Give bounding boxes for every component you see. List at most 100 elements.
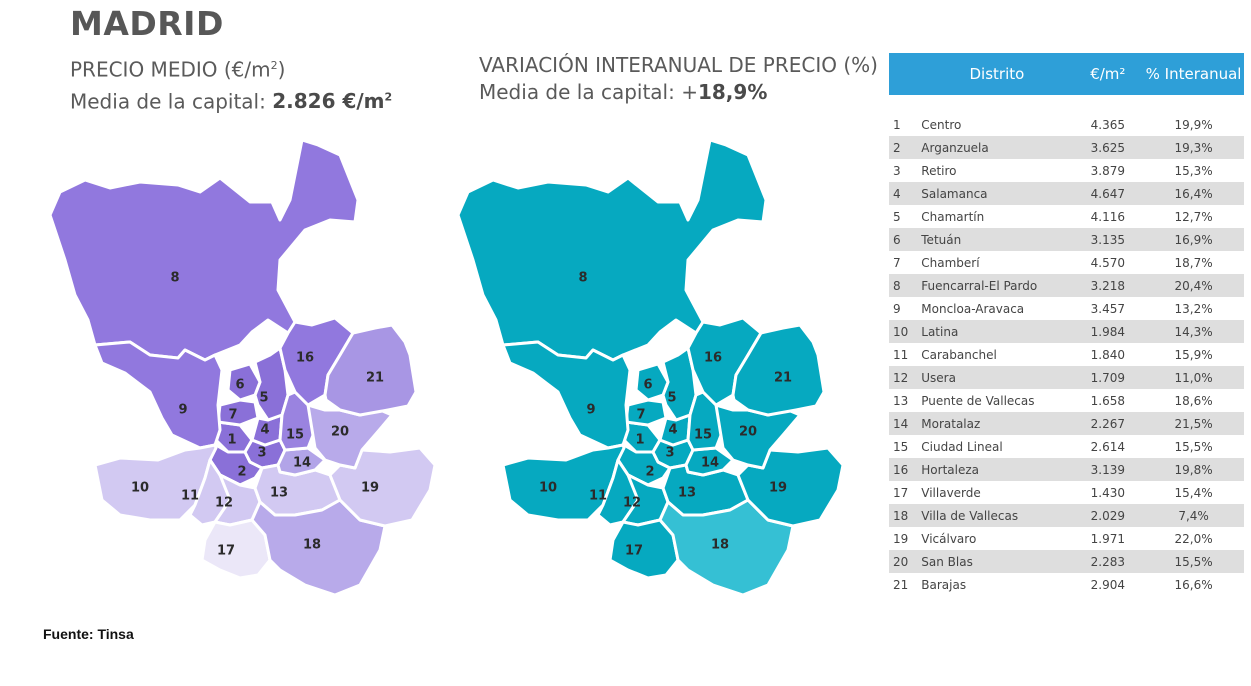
district-name: Centro xyxy=(921,113,1073,136)
district-price: 2.904 xyxy=(1072,573,1144,596)
table-row: 14 Moratalaz 2.267 21,5% xyxy=(889,412,1244,435)
district-name: Arganzuela xyxy=(921,136,1073,159)
district-number: 6 xyxy=(889,228,922,251)
price-map-header: PRECIO MEDIO (€/m2) Media de la capital:… xyxy=(70,52,392,115)
price-map-district-6 xyxy=(226,362,262,402)
district-name: Chamberí xyxy=(921,251,1073,274)
change-map-district-label-4: 4 xyxy=(668,423,677,438)
source-note: Fuente: Tinsa xyxy=(43,626,134,642)
change-map-district-7 xyxy=(624,398,668,427)
district-change: 16,4% xyxy=(1143,182,1244,205)
price-map-district-label-16: 16 xyxy=(296,351,314,366)
district-price: 1.658 xyxy=(1072,389,1144,412)
change-map-district-label-2: 2 xyxy=(645,465,654,480)
price-map-district-label-13: 13 xyxy=(270,486,288,501)
table-row: 2 Arganzuela 3.625 19,3% xyxy=(889,136,1244,159)
price-map-district-label-4: 4 xyxy=(260,423,269,438)
price-map-district-label-18: 18 xyxy=(303,538,321,553)
district-name: Barajas xyxy=(921,573,1073,596)
table-row: 13 Puente de Vallecas 1.658 18,6% xyxy=(889,389,1244,412)
district-number: 8 xyxy=(889,274,922,297)
district-price: 3.457 xyxy=(1072,297,1144,320)
table-row: 7 Chamberí 4.570 18,7% xyxy=(889,251,1244,274)
district-price: 1.984 xyxy=(1072,320,1144,343)
district-change: 19,8% xyxy=(1143,458,1244,481)
table-row: 17 Villaverde 1.430 15,4% xyxy=(889,481,1244,504)
price-map-district-label-10: 10 xyxy=(131,481,149,496)
change-map-district-label-9: 9 xyxy=(586,403,595,418)
table-row: 1 Centro 4.365 19,9% xyxy=(889,113,1244,136)
district-change: 14,3% xyxy=(1143,320,1244,343)
table-row: 6 Tetuán 3.135 16,9% xyxy=(889,228,1244,251)
change-map-district-21 xyxy=(731,323,826,417)
table-row: 8 Fuencarral-El Pardo 3.218 20,4% xyxy=(889,274,1244,297)
district-number: 16 xyxy=(889,458,922,481)
price-map-district-label-3: 3 xyxy=(257,446,266,461)
district-number: 13 xyxy=(889,389,922,412)
table-row: 9 Moncloa-Aravaca 3.457 13,2% xyxy=(889,297,1244,320)
district-name: Fuencarral-El Pardo xyxy=(921,274,1073,297)
change-map-district-label-20: 20 xyxy=(739,425,757,440)
district-number: 17 xyxy=(889,481,922,504)
district-price: 3.879 xyxy=(1072,159,1144,182)
table-row: 20 San Blas 2.283 15,5% xyxy=(889,550,1244,573)
district-price: 1.840 xyxy=(1072,343,1144,366)
price-map-title: PRECIO MEDIO (€/m2) xyxy=(70,57,286,82)
change-map-district-label-14: 14 xyxy=(701,456,719,471)
table-row: 21 Barajas 2.904 16,6% xyxy=(889,573,1244,596)
header-district: Distrito xyxy=(921,53,1073,95)
district-price: 1.709 xyxy=(1072,366,1144,389)
price-map-district-label-14: 14 xyxy=(293,456,311,471)
district-change: 11,0% xyxy=(1143,366,1244,389)
price-district-map: 1 2 3 4 5 6 7 8 9 10 11 12 13 14 15 16 17 18 19 20 21 xyxy=(40,130,440,604)
district-number: 4 xyxy=(889,182,922,205)
district-price: 2.283 xyxy=(1072,550,1144,573)
district-price: 2.267 xyxy=(1072,412,1144,435)
district-change: 12,7% xyxy=(1143,205,1244,228)
change-map-district-6 xyxy=(634,362,670,402)
district-number: 5 xyxy=(889,205,922,228)
table-row: 5 Chamartín 4.116 12,7% xyxy=(889,205,1244,228)
header-price: €/m² xyxy=(1072,53,1144,95)
district-price: 2.029 xyxy=(1072,504,1144,527)
table-row: 19 Vicálvaro 1.971 22,0% xyxy=(889,527,1244,550)
district-number: 18 xyxy=(889,504,922,527)
price-map-district-label-2: 2 xyxy=(237,465,246,480)
price-map-district-18 xyxy=(250,498,387,597)
price-map-district-label-7: 7 xyxy=(228,408,237,423)
district-change: 16,6% xyxy=(1143,573,1244,596)
district-name: Chamartín xyxy=(921,205,1073,228)
table-row: 10 Latina 1.984 14,3% xyxy=(889,320,1244,343)
district-table: Distrito €/m² % Interanual 1 Centro 4.365 1… xyxy=(889,53,1244,596)
district-number: 19 xyxy=(889,527,922,550)
district-price: 1.430 xyxy=(1072,481,1144,504)
price-map-district-label-11: 11 xyxy=(181,489,199,504)
change-map-district-17 xyxy=(608,518,680,580)
district-name: Villa de Vallecas xyxy=(921,504,1073,527)
price-map-district-label-1: 1 xyxy=(227,433,236,448)
change-map-district-label-8: 8 xyxy=(578,271,587,286)
price-map-average: Media de la capital: 2.826 €/m2 xyxy=(70,89,393,114)
price-map-district-label-19: 19 xyxy=(361,481,379,496)
price-map-district-14 xyxy=(276,446,327,477)
district-change: 21,5% xyxy=(1143,412,1244,435)
price-map-district-17 xyxy=(200,518,272,580)
district-price: 3.218 xyxy=(1072,274,1144,297)
district-name: Latina xyxy=(921,320,1073,343)
price-map-district-label-20: 20 xyxy=(331,425,349,440)
district-number: 15 xyxy=(889,435,922,458)
district-name: Villaverde xyxy=(921,481,1073,504)
district-change: 15,4% xyxy=(1143,481,1244,504)
district-name: Vicálvaro xyxy=(921,527,1073,550)
table-row: 16 Hortaleza 3.139 19,8% xyxy=(889,458,1244,481)
district-name: Salamanca xyxy=(921,182,1073,205)
district-number: 10 xyxy=(889,320,922,343)
district-price: 4.647 xyxy=(1072,182,1144,205)
district-price: 4.365 xyxy=(1072,113,1144,136)
header-change: % Interanual xyxy=(1143,53,1244,95)
district-number: 14 xyxy=(889,412,922,435)
change-map-district-18 xyxy=(658,498,795,597)
change-map-district-label-1: 1 xyxy=(635,433,644,448)
table-row: 3 Retiro 3.879 15,3% xyxy=(889,159,1244,182)
